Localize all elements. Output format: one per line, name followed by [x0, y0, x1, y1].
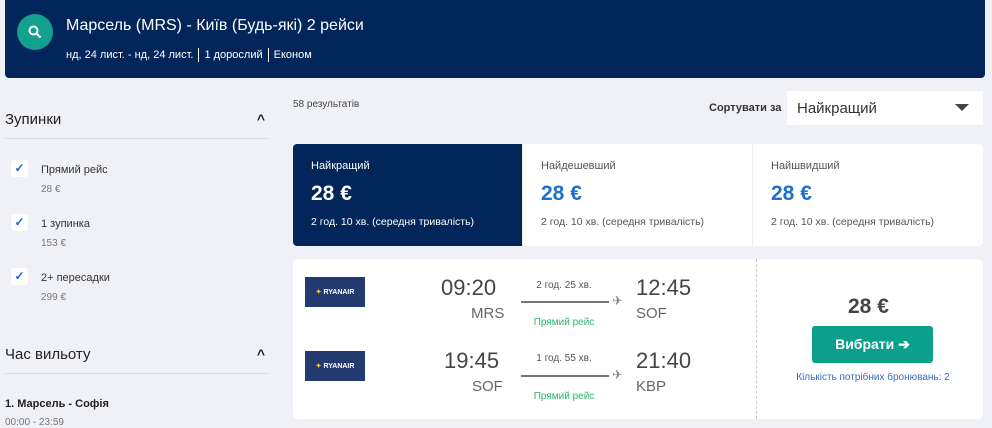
search-icon: [28, 25, 42, 39]
departure-time: 19:45: [444, 348, 500, 373]
departure-filter-title: Час вильоту: [5, 346, 91, 363]
tab-price: 28 €: [541, 182, 582, 205]
arrival-time: 12:45: [636, 275, 692, 300]
results-count: 58 результатів: [293, 99, 360, 110]
search-dates: нд, 24 лист. - нд, 24 лист.: [66, 49, 194, 61]
stop-option-label: 1 зупинка: [41, 218, 90, 230]
chevron-up-icon[interactable]: ^: [256, 346, 265, 362]
arrival-code: SOF: [636, 305, 667, 322]
stop-option-label: Прямий рейс: [41, 164, 108, 176]
select-button[interactable]: Вибрати ➔: [812, 326, 933, 363]
tab-duration: 2 год. 10 хв. (середня тривалість): [541, 216, 705, 228]
checkbox-two-plus[interactable]: ✓: [11, 268, 28, 285]
tab-duration: 2 год. 10 хв. (середня тривалість): [771, 216, 935, 228]
stop-option-price: 28 €: [41, 184, 61, 195]
airline-logo: ✦ RYANAIR: [305, 351, 365, 381]
flight-type: Прямий рейс: [533, 317, 595, 328]
sort-select[interactable]: Найкращий: [787, 91, 983, 125]
tab-duration: 2 год. 10 хв. (середня тривалість): [311, 216, 475, 228]
sort-tabs: Найкращий 28 € 2 год. 10 хв. (середня тр…: [293, 144, 983, 246]
card-divider: [756, 259, 757, 419]
plane-icon: ✈: [612, 293, 623, 308]
departure-code: MRS: [471, 305, 505, 322]
flight-duration: 2 год. 25 хв.: [536, 280, 592, 291]
stops-filter-header[interactable]: Зупинки ^: [5, 111, 269, 139]
checkbox-direct[interactable]: ✓: [11, 160, 28, 177]
departure-leg-label: 1. Марсель - Софія: [5, 398, 109, 410]
airline-logo: ✦ RYANAIR: [305, 277, 365, 307]
route-line: [521, 301, 609, 303]
checkbox-one-stop[interactable]: ✓: [11, 214, 28, 231]
arrival-time: 21:40: [636, 348, 692, 373]
tab-best[interactable]: Найкращий 28 € 2 год. 10 хв. (середня тр…: [293, 144, 523, 246]
departure-range: 00:00 - 23:59: [5, 417, 64, 428]
flight-duration: 1 год. 55 хв.: [536, 353, 592, 364]
tab-price: 28 €: [771, 182, 812, 205]
chevron-up-icon[interactable]: ^: [256, 111, 265, 127]
stops-filter-title: Зупинки: [5, 111, 62, 128]
departure-filter-header[interactable]: Час вильоту ^: [5, 346, 269, 374]
departure-code: SOF: [472, 378, 503, 395]
stop-option-price: 153 €: [41, 238, 67, 249]
search-button[interactable]: [17, 14, 53, 50]
plane-icon: ✈: [612, 367, 623, 382]
arrival-code: KBP: [636, 378, 667, 395]
search-summary[interactable]: Марсель (MRS) - Київ (Будь-які) 2 рейси …: [5, 0, 985, 78]
caret-down-icon: [955, 104, 969, 111]
search-passengers: 1 дорослий: [204, 49, 263, 61]
bookings-required-link[interactable]: Кількість потрібних бронювань: 2: [796, 372, 950, 383]
flight-price: 28 €: [848, 295, 889, 318]
sort-value: Найкращий: [797, 100, 877, 117]
flight-card[interactable]: ✦ RYANAIR 09:20 MRS 2 год. 25 хв. ✈ Прями…: [293, 259, 983, 419]
tab-cheapest[interactable]: Найдешевший 28 € 2 год. 10 хв. (середня …: [523, 144, 753, 246]
stop-option-price: 299 €: [41, 292, 67, 303]
search-title: Марсель (MRS) - Київ (Будь-які) 2 рейси: [66, 17, 364, 34]
search-cabin: Економ: [273, 49, 312, 61]
flight-type: Прямий рейс: [533, 391, 595, 402]
departure-time: 09:20: [441, 275, 497, 300]
tab-label: Найкращий: [311, 160, 370, 172]
sort-label: Сортувати за: [709, 102, 782, 114]
tab-label: Найдешевший: [541, 160, 616, 172]
stop-option-label: 2+ пересадки: [41, 272, 110, 284]
tab-price: 28 €: [311, 182, 352, 205]
tab-label: Найшвидший: [771, 160, 840, 172]
tab-fastest[interactable]: Найшвидший 28 € 2 год. 10 хв. (середня т…: [753, 144, 983, 246]
route-line: [521, 375, 609, 377]
